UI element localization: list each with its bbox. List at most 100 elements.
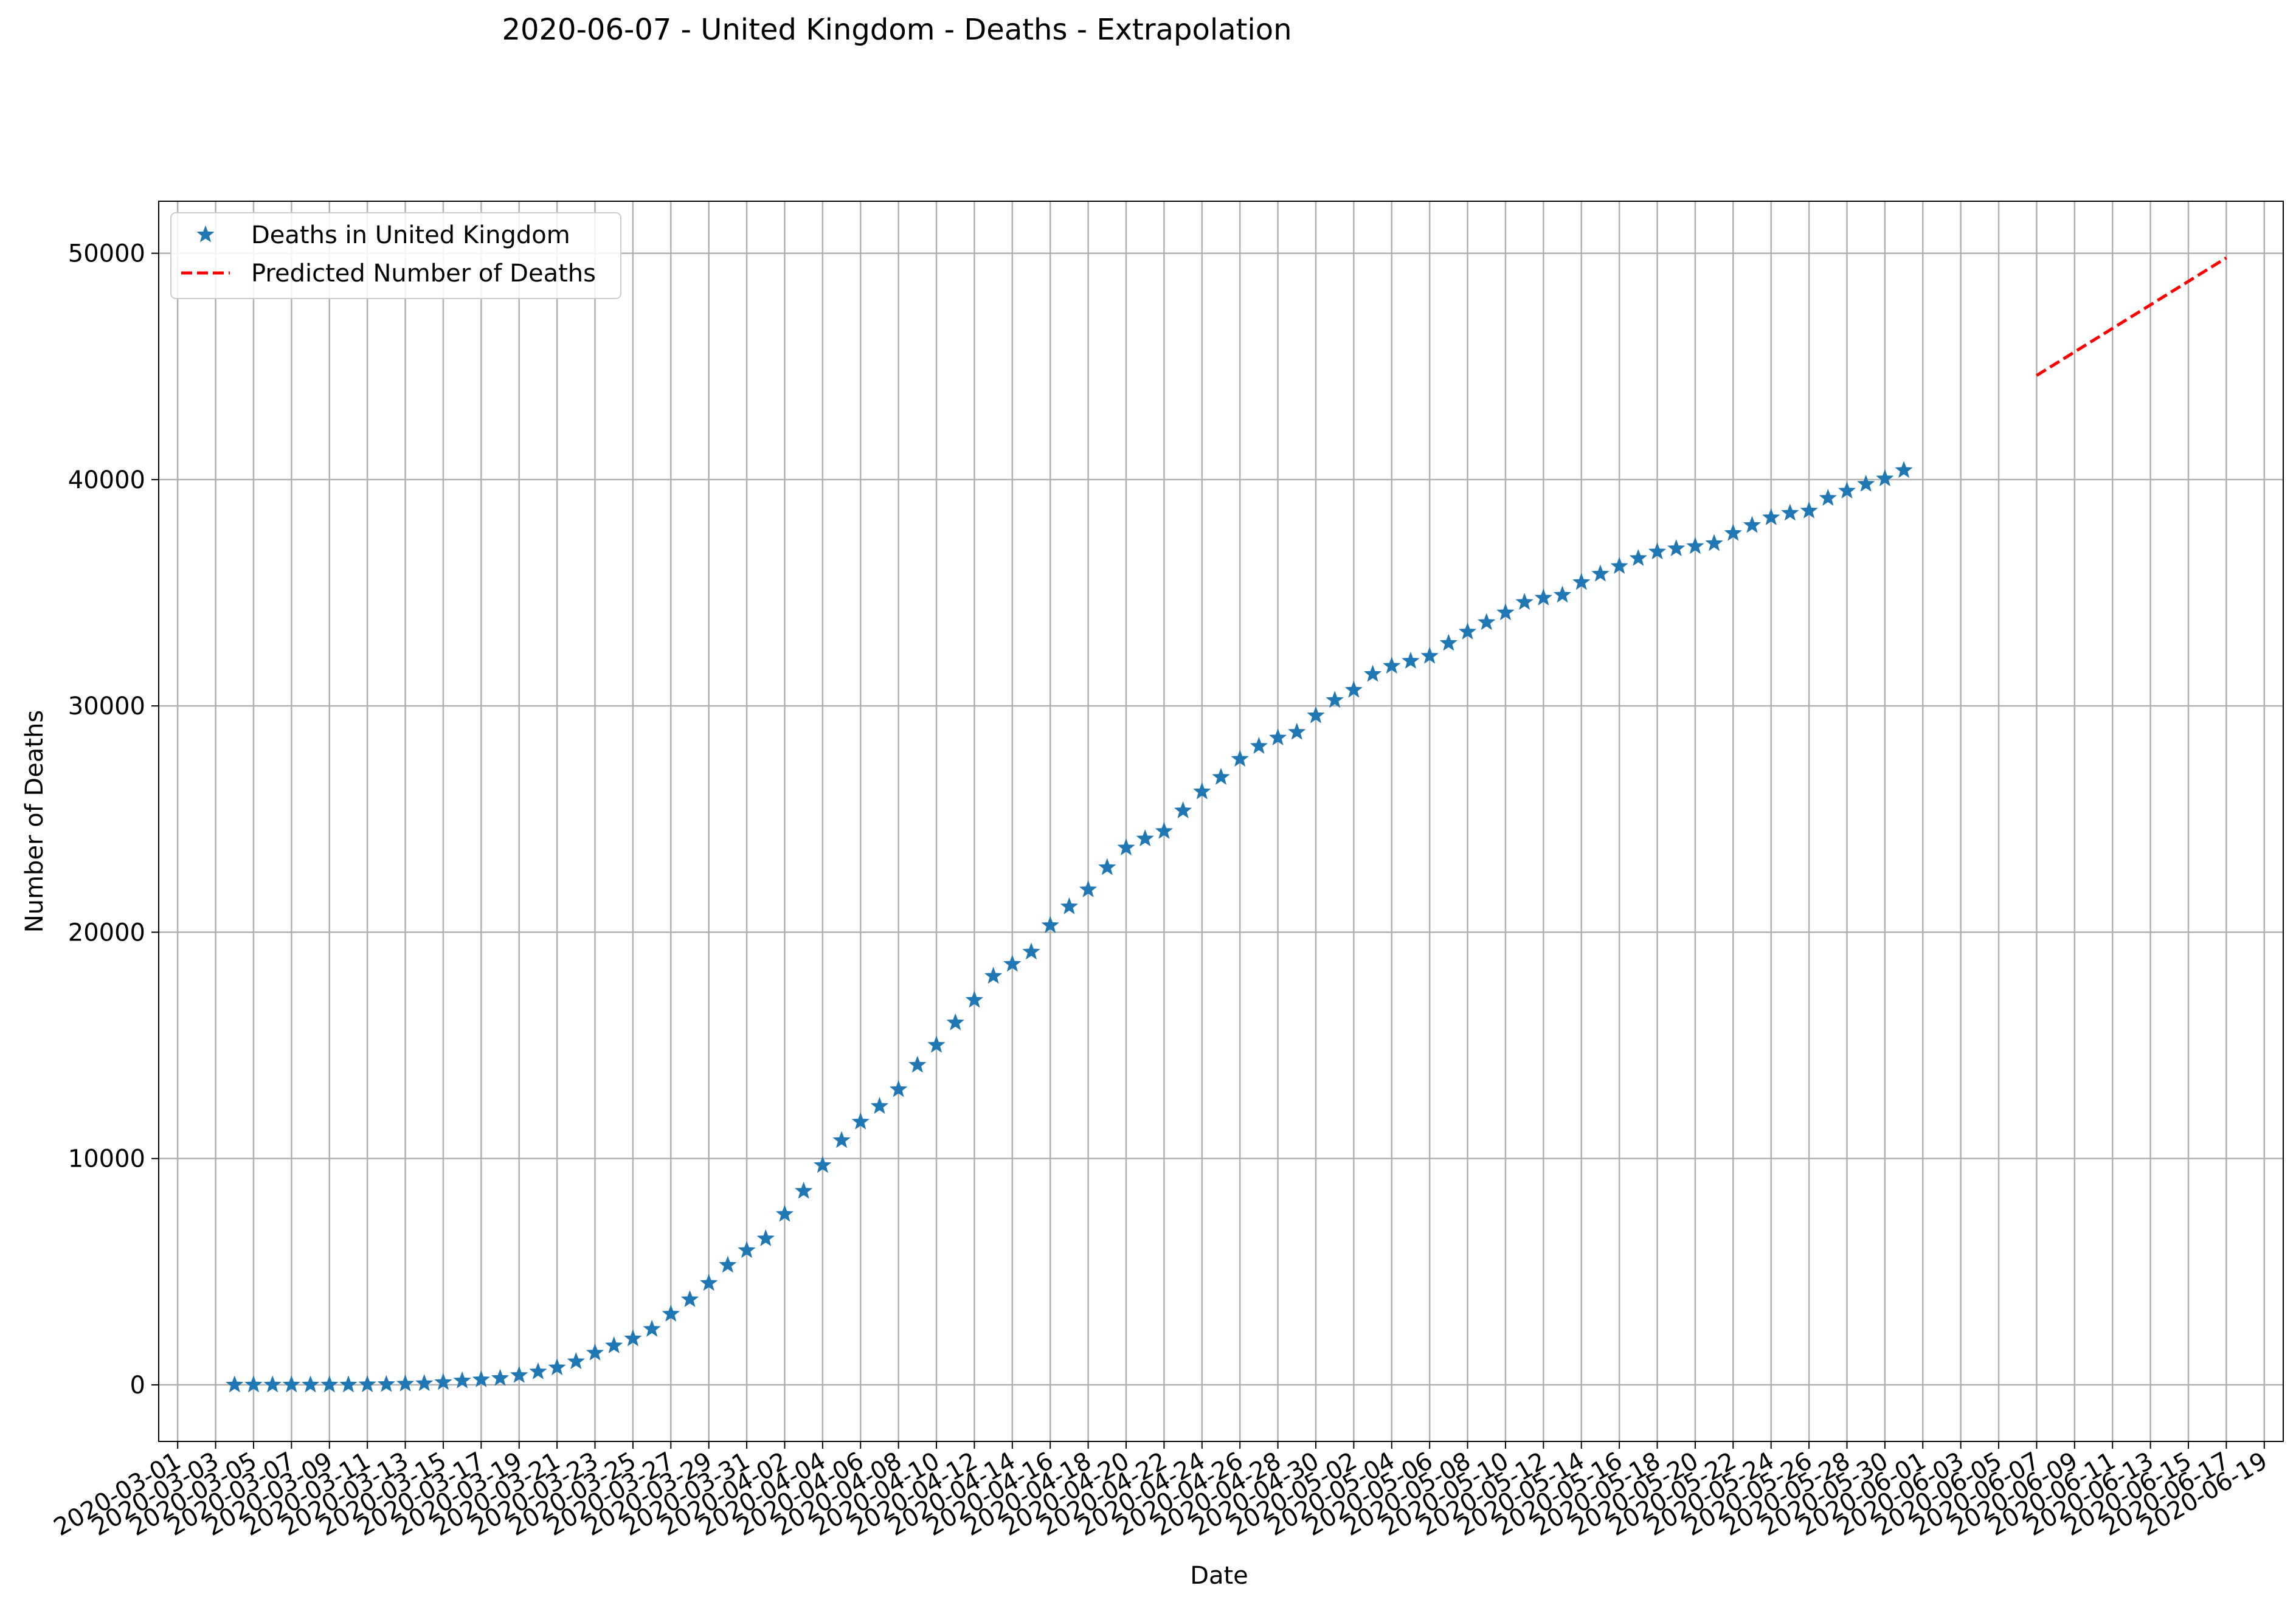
deaths-point [1439,633,1458,651]
deaths-point [1762,508,1780,525]
y-tick-label: 50000 [68,240,145,268]
deaths-point [1022,942,1040,960]
legend-box [170,212,621,299]
deaths-point [1496,603,1515,621]
deaths-point [472,1370,491,1387]
deaths-point [1420,646,1439,664]
deaths-point [1136,829,1154,847]
deaths-point [1402,652,1420,669]
deaths-point [1478,613,1496,630]
legend: Deaths in United Kingdom Predicted Numbe… [170,212,621,299]
deaths-point [946,1013,964,1030]
deaths-point [1155,821,1174,839]
deaths-point [908,1055,927,1073]
deaths-point [1686,537,1704,554]
deaths-point [320,1375,339,1393]
deaths-point [1193,782,1211,799]
deaths-point [1667,539,1686,556]
deaths-point [643,1319,661,1337]
y-tick-label: 10000 [68,1145,145,1173]
deaths-point [1231,750,1249,767]
deaths-point [434,1373,452,1390]
deaths-point [814,1156,832,1173]
deaths-point [1060,897,1079,914]
deaths-point [1724,523,1742,541]
deaths-point [1174,801,1192,818]
deaths-point [1041,916,1059,933]
deaths-point [1743,516,1762,533]
chart-title: 2020-06-07 - United Kingdom - Deaths - E… [502,13,1292,47]
deaths-point [301,1375,320,1393]
deaths-point [624,1329,642,1347]
deaths-point [1553,585,1572,603]
deaths-point [263,1375,282,1393]
deaths-point [1458,622,1477,640]
deaths-point [1534,588,1553,606]
deaths-point [339,1375,358,1393]
y-axis-label: Number of Deaths [21,710,49,933]
deaths-point [1383,657,1401,674]
y-tick-label: 20000 [68,919,145,947]
deaths-point [1705,534,1723,551]
deaths-point [510,1365,528,1383]
deaths-point [832,1131,851,1148]
deaths-point [738,1241,756,1258]
legend-label-predicted: Predicted Number of Deaths [251,260,596,288]
deaths-point [453,1371,471,1389]
deaths-point [226,1375,244,1393]
deaths-point [795,1181,813,1199]
deaths-point [1344,680,1363,698]
deaths-point [1648,542,1667,560]
deaths-point [1515,593,1534,610]
deaths-point [1610,557,1628,574]
deaths-point [282,1375,301,1393]
deaths-point [548,1358,566,1376]
deaths-point [1857,474,1875,492]
legend-label-deaths: Deaths in United Kingdom [251,221,570,249]
deaths-point [870,1097,889,1114]
predicted-series [2036,256,2227,377]
deaths-point [1781,503,1799,521]
deaths-point [1591,564,1610,582]
deaths-point [1629,549,1647,566]
deaths-point [1117,838,1135,856]
deaths-point [662,1304,680,1322]
deaths-point [1003,954,1022,972]
deaths-point [1288,722,1306,740]
deaths-point [358,1375,376,1393]
deaths-point [1079,880,1098,897]
deaths-point [1212,767,1230,785]
deaths-series [226,461,1913,1393]
deaths-point [244,1375,263,1393]
deaths-point [1572,573,1591,590]
deaths-point [1326,691,1344,708]
x-axis-ticks: 2020-03-012020-03-032020-03-052020-03-07… [49,1441,2272,1542]
deaths-point [1876,469,1894,486]
legend-star-marker [196,225,215,243]
y-tick-label: 0 [130,1372,145,1399]
deaths-point [1098,858,1116,875]
y-axis-ticks: 0 10000 20000 30000 40000 50000 [68,240,159,1399]
deaths-point [889,1080,908,1097]
deaths-point [567,1352,585,1370]
grid [159,201,2283,1441]
y-tick-label: 30000 [68,692,145,720]
deaths-point [680,1290,699,1308]
deaths-point [1363,664,1382,682]
deaths-point [700,1274,718,1291]
deaths-point [965,990,984,1008]
plot-frame [158,201,2284,1442]
deaths-point [719,1255,737,1273]
deaths-point [1250,736,1268,754]
deaths-point [586,1344,604,1361]
deaths-point [851,1112,870,1130]
deaths-point [491,1368,510,1386]
deaths-point [1307,706,1325,723]
deaths-point [529,1362,547,1379]
deaths-point [377,1375,396,1392]
deaths-point [415,1374,434,1392]
x-axis-label: Date [1190,1562,1248,1590]
predicted-line [2036,256,2227,377]
deaths-point [605,1336,623,1354]
